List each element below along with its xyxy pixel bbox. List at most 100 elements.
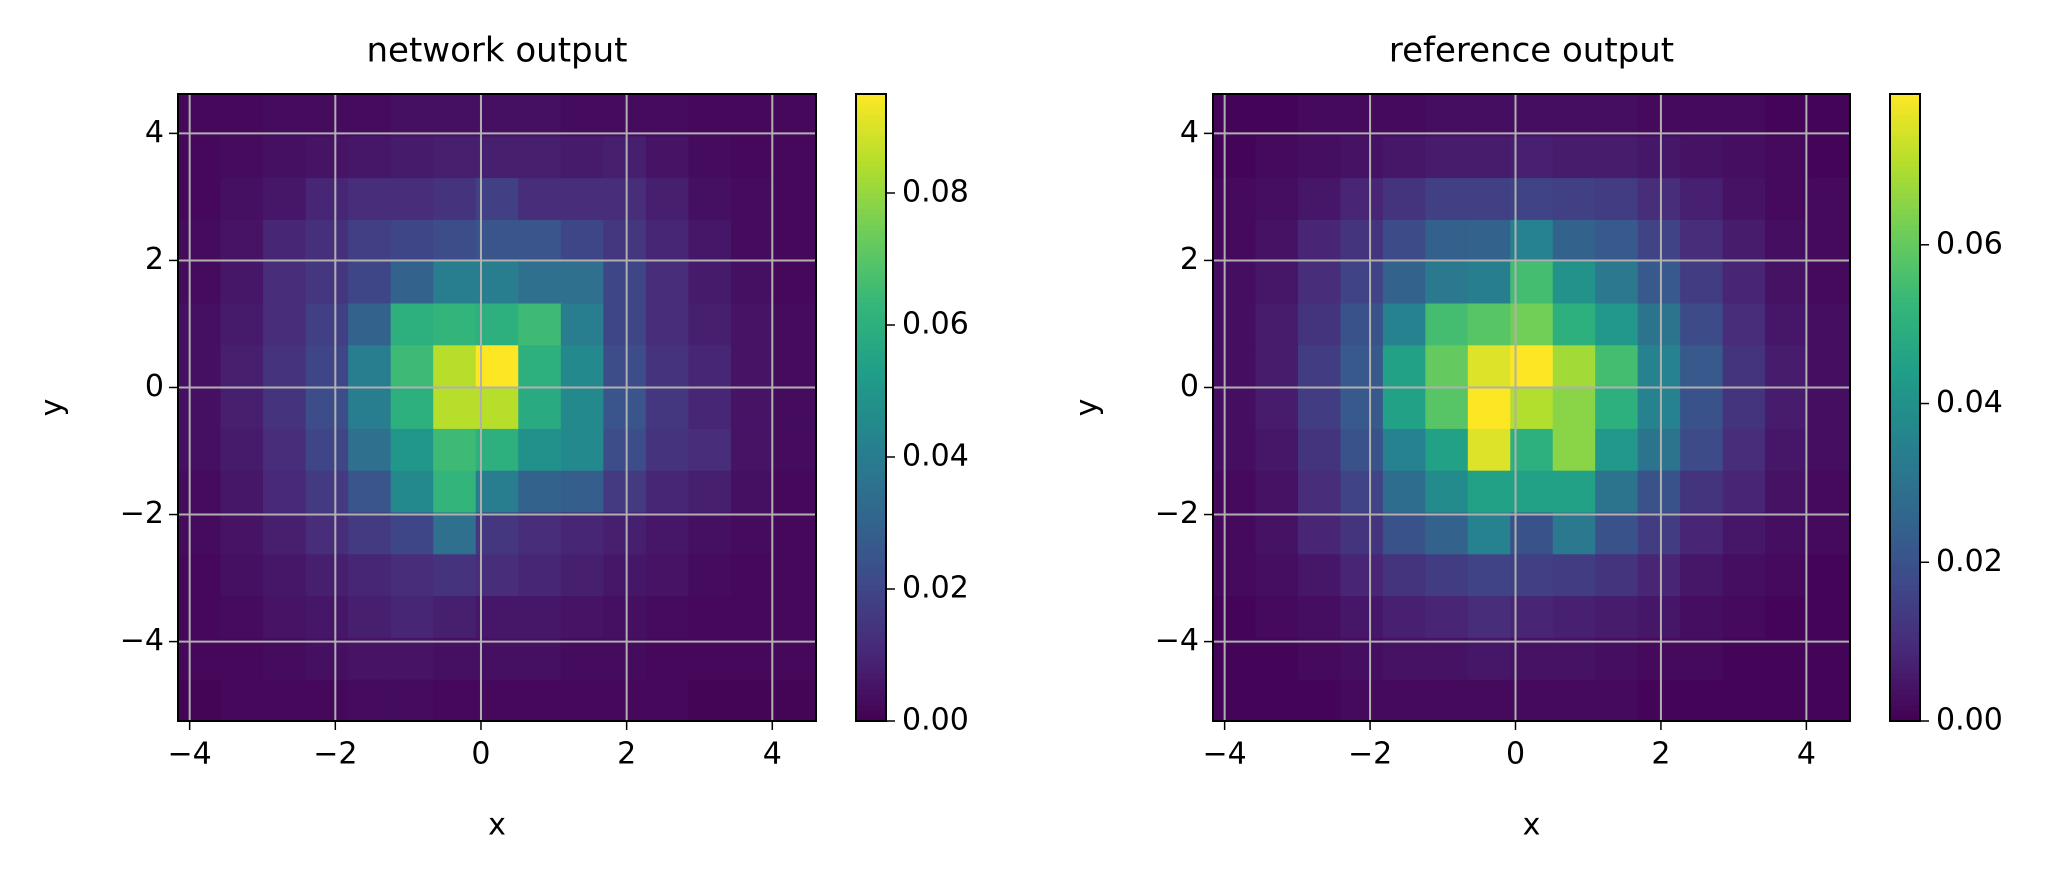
heatmap-cell [1467,177,1511,220]
colorbar-segment [1890,559,1920,565]
heatmap-cell [645,94,689,137]
colorbar-segment [1890,715,1920,722]
x-tick-label: 4 [1797,737,1816,772]
colorbar-segment [1890,99,1920,106]
heatmap-cell [1255,470,1299,513]
heatmap-cell [433,344,477,388]
heatmap-cell [730,428,774,471]
heatmap-cell [1637,512,1681,555]
heatmap-cell [1765,637,1809,680]
heatmap-cell [305,261,349,304]
heatmap-cell [1255,595,1299,638]
colorbar-segment [856,449,886,456]
heatmap-cell [178,303,222,346]
heatmap-cell [1680,679,1724,722]
heatmap-cell [603,553,647,597]
heatmap-cell [1297,595,1341,638]
colorbar-segment [1890,522,1920,529]
heatmap-cell [1722,553,1766,597]
heatmap-cell [1807,595,1851,638]
heatmap-cell [390,303,434,346]
heatmap-cell [1213,470,1256,513]
colorbar-segment [1890,282,1920,288]
heatmap-cell [1722,679,1766,722]
y-tick-label: 4 [145,115,164,150]
heatmap-cell [688,679,732,722]
colorbar-segment [856,611,886,618]
colorbar-segment [856,365,886,372]
colorbar-segment [1890,647,1920,654]
heatmap-cell [433,303,477,346]
heatmap-cell [433,553,477,597]
colorbar-segment [1890,104,1920,111]
colorbar-segment [1890,355,1920,362]
colorbar-segment [856,344,886,351]
colorbar-segment [1890,480,1920,487]
heatmap-cell [1595,637,1639,680]
heatmap-cell [603,512,647,555]
heatmap-cell [263,595,307,638]
heatmap-cell [1255,219,1299,262]
colorbar-segment [1890,292,1920,299]
heatmap-cell [1722,261,1766,304]
heatmap-cell [1680,595,1724,638]
heatmap-cell [433,512,477,555]
heatmap-cell [1340,637,1384,680]
heatmap-cell [730,595,774,638]
colorbar-segment [1890,710,1920,717]
heatmap-cell [1552,94,1596,137]
heatmap-cell [263,470,307,513]
colorbar-segment [1890,329,1920,335]
heatmap-cell [1510,177,1554,220]
heatmap-cell [645,512,689,555]
heatmap-cell [1340,177,1384,220]
heatmap-cell [1213,553,1256,597]
colorbar-segment [1890,120,1920,126]
heatmap-cell [263,219,307,262]
colorbar-segment [856,172,886,179]
x-tick-label: 4 [763,737,782,772]
heatmap-cell [560,303,604,346]
colorbar-segment [856,423,886,429]
heatmap-cell [560,637,604,680]
heatmap-cell [1637,679,1681,722]
heatmap-cell [1722,386,1766,429]
heatmap-cell [178,177,222,220]
colorbar-segment [856,235,886,241]
colorbar-segment [1890,590,1920,597]
heatmap-cell [1213,512,1256,555]
colorbar-segment [1890,188,1920,194]
heatmap-cell [1297,303,1341,346]
heatmap-cell [1467,94,1511,137]
heatmap-cell [1213,637,1256,680]
colorbar-tick-label: 0.00 [902,703,969,738]
colorbar-segment [856,668,886,675]
heatmap-cell [263,135,307,179]
heatmap-cell [263,386,307,429]
heatmap-cell [263,177,307,220]
heatmap-cell [433,177,477,220]
heatmap-cell [560,553,604,597]
heatmap-cell [1467,470,1511,513]
heatmap-cell [1467,135,1511,179]
plot-frame [177,93,817,722]
colorbar-segment [856,444,886,450]
heatmap-cell [1213,428,1256,471]
heatmap-cell [1680,135,1724,179]
heatmap-cell [1340,303,1384,346]
heatmap-cell [1510,470,1554,513]
heatmap-cell [560,428,604,471]
colorbar-segment [1890,114,1920,121]
heatmap-cell [645,177,689,220]
heatmap-cell [1340,512,1384,555]
heatmap-cell [1510,595,1554,638]
heatmap-cell [1340,135,1384,179]
heatmap-cell [645,595,689,638]
colorbar-segment [1890,532,1920,539]
heatmap-cell [1765,177,1809,220]
y-axis-label: y [1070,399,1105,417]
heatmap-cell [390,679,434,722]
heatmap-cell [1765,553,1809,597]
colorbar-tick-label: 0.04 [1936,385,2003,420]
colorbar-segment [1890,255,1920,262]
